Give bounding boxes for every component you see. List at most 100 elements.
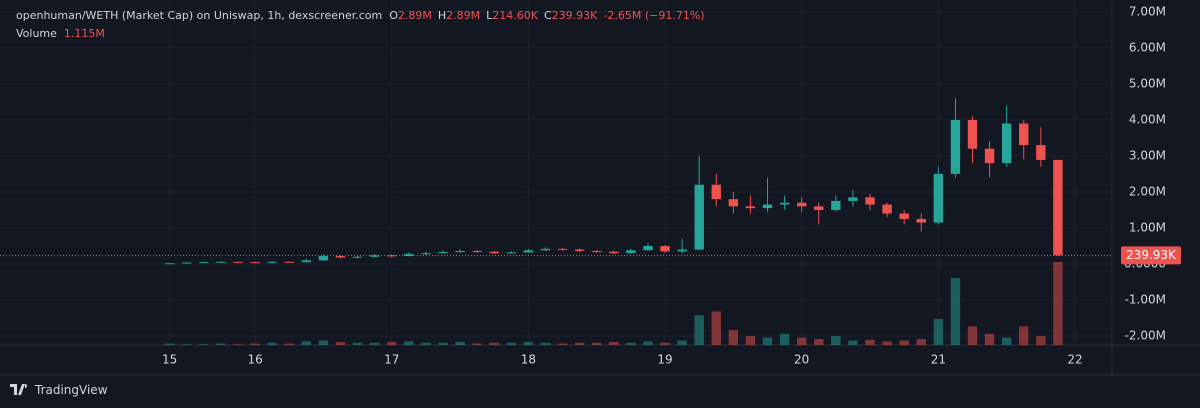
candle-body <box>694 184 704 250</box>
candle-body <box>438 252 448 254</box>
candle-body <box>933 173 944 223</box>
volume-bar <box>643 341 653 345</box>
volume-bar <box>574 342 585 345</box>
volume-title: Volume <box>16 27 57 40</box>
volume-bar <box>164 343 175 345</box>
legend-header: openhuman/WETH (Market Cap) on Uniswap, … <box>16 9 705 22</box>
brand-logo <box>10 384 27 395</box>
volume-bar <box>387 342 397 345</box>
candle-body <box>352 256 363 258</box>
volume-bar <box>369 342 380 345</box>
candle-body <box>335 256 346 258</box>
volume-bar <box>762 337 773 345</box>
volume-bar <box>233 344 243 345</box>
ohlc-label: L <box>486 9 493 22</box>
y-tick-label: -1.00M <box>1125 292 1166 306</box>
candle-body <box>916 218 926 223</box>
volume-bar <box>199 344 209 345</box>
candle-body <box>967 119 978 149</box>
last-price-label: 239.93K <box>1126 248 1177 262</box>
candle-body <box>540 248 551 251</box>
volume-bar <box>831 336 841 345</box>
volume-bar <box>318 340 329 345</box>
candle-body <box>814 206 824 210</box>
candle-body <box>387 255 397 257</box>
volume-bar <box>626 342 636 345</box>
volume-bar <box>301 341 312 345</box>
candle-body <box>1036 145 1046 160</box>
y-tick-label: 1.00M <box>1129 220 1166 234</box>
volume-bar <box>455 342 465 345</box>
volume-bar <box>865 339 875 345</box>
volume-bar <box>694 315 704 345</box>
volume-bar <box>984 333 995 345</box>
volume-bar <box>250 343 260 345</box>
volume-header: Volume 1.115M <box>16 27 105 40</box>
candle-body <box>267 261 277 263</box>
candle-body <box>1019 123 1029 146</box>
volume-bar <box>609 342 619 345</box>
volume-bar <box>796 337 807 345</box>
brand: TradingView <box>10 383 108 397</box>
candle-body <box>643 245 653 251</box>
candle-body <box>455 251 465 253</box>
x-tick-label: 15 <box>162 353 177 367</box>
y-tick-label: -2.00M <box>1125 328 1166 342</box>
ohlc-value: 2.89M <box>446 9 481 22</box>
ohlc-value: 239.93K <box>551 9 598 22</box>
candle-body <box>557 248 568 250</box>
volume-bar <box>540 342 551 345</box>
volume-bar <box>899 340 909 345</box>
volume-bar <box>523 342 534 345</box>
candle-body <box>421 253 431 255</box>
candle-body <box>882 204 892 214</box>
candle-body <box>369 255 380 257</box>
candle-body <box>660 245 670 252</box>
volume-bar <box>267 342 277 345</box>
volume-bar <box>1053 262 1063 345</box>
y-tick-label: 4.00M <box>1129 112 1166 126</box>
candle-body <box>250 262 260 264</box>
candle-body <box>762 204 773 209</box>
candle-body <box>779 202 790 205</box>
candle-body <box>216 261 226 263</box>
title: openhuman/WETH (Market Cap) on Uniswap, … <box>16 9 383 22</box>
ohlc-label: O <box>389 9 398 22</box>
volume-bar <box>1036 336 1046 345</box>
candle-body <box>318 256 329 261</box>
volume-bar <box>916 339 926 345</box>
candle-body <box>865 197 875 205</box>
ohlc-label: C <box>544 9 552 22</box>
volume-bar <box>660 342 670 345</box>
last-price-box <box>1121 246 1181 265</box>
volume-bar <box>1019 326 1029 345</box>
y-tick-label: 3.00M <box>1129 148 1166 162</box>
candle-body <box>199 262 209 264</box>
volume-bar <box>489 342 499 345</box>
candle-body <box>796 202 807 207</box>
ohlc-value: 214.60K <box>492 9 538 22</box>
x-tick-label: 18 <box>521 353 536 367</box>
candle-body <box>301 260 312 263</box>
volume-bar <box>404 341 414 345</box>
ohlc: O2.89M H2.89M L214.60K C239.93K <box>389 9 603 22</box>
candle-body <box>984 148 995 164</box>
x-tick-label: 20 <box>794 353 809 367</box>
ohlc-value: 2.89M <box>397 9 432 22</box>
volume-bar <box>506 342 517 345</box>
candle-body <box>284 261 294 263</box>
candle-body <box>182 262 192 264</box>
volume-bar <box>335 342 346 345</box>
candle-body <box>523 250 534 253</box>
change: -2.65M (−91.71%) <box>603 9 705 22</box>
volume-bar <box>284 343 294 345</box>
x-tick-label: 19 <box>657 353 672 367</box>
candle-body <box>848 197 858 201</box>
y-tick-label: 7.00M <box>1129 4 1166 18</box>
candle-body <box>711 184 721 200</box>
volume-bar <box>882 341 892 345</box>
candle-body <box>950 119 961 174</box>
volume-bar <box>472 343 482 345</box>
volume-bar <box>677 340 687 345</box>
